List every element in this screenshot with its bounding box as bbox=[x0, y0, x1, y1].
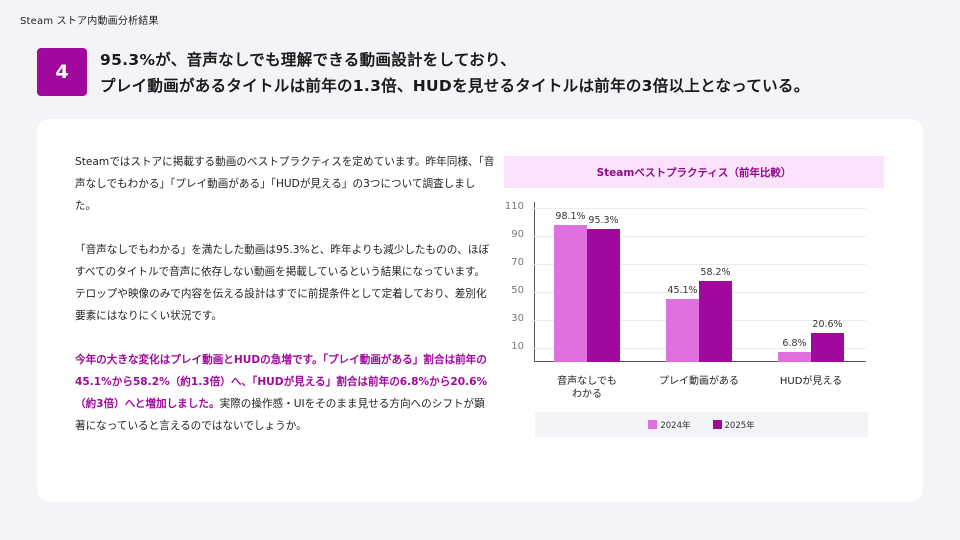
bar-chart-plot: 10 30 50 70 90 110 98.1% 95.3% 45.1% 58.2% 6.8% 20.… bbox=[505, 201, 866, 362]
highlight-text: 今年の大きな変化はプレイ動画とHUDの急増です。「プレイ動画がある」割合は前年の… bbox=[75, 354, 488, 410]
legend-swatch-2024 bbox=[648, 420, 658, 429]
bar-value-label: 6.8% bbox=[782, 338, 807, 350]
paragraph-change-rest: 実際の操作感・UIをそのまま見せる方向へのシフトが顕著になっていると言えるのでは… bbox=[75, 398, 485, 432]
bar-value-label: 45.1% bbox=[667, 284, 698, 296]
gridline bbox=[534, 236, 866, 237]
chart-title: Steamベストプラクティス（前年比較） bbox=[504, 156, 884, 188]
legend-item-2024: 2024年 bbox=[648, 419, 691, 431]
y-tick-label: 90 bbox=[511, 229, 524, 240]
bar-2024年-0 bbox=[554, 224, 587, 362]
headline-line-2: プレイ動画があるタイトルは前年の1.3倍、HUDを見せるタイトルは前年の3倍以上… bbox=[100, 77, 810, 95]
paragraph-intro: Steamではストアに掲載する動画のベストプラクティスを定めています。昨年同様、… bbox=[75, 156, 495, 212]
gridline bbox=[534, 264, 866, 265]
paragraph-audio: 「音声なしでもわかる」を満たした動画は95.3%と、昨年よりも減少したものの、ほ… bbox=[75, 244, 490, 322]
bar-2024年-2 bbox=[778, 352, 811, 362]
y-tick-label: 50 bbox=[511, 285, 524, 296]
legend-swatch-2025 bbox=[712, 420, 722, 429]
y-tick-label: 110 bbox=[504, 201, 524, 212]
bar-value-label: 95.3% bbox=[588, 214, 619, 226]
legend-label-2024: 2024年 bbox=[660, 420, 691, 431]
y-tick-label: 70 bbox=[511, 257, 524, 268]
bar-2024年-1 bbox=[666, 298, 699, 362]
chart-legend: 2024年 2025年 bbox=[535, 412, 868, 437]
x-category-label: プレイ動画がある bbox=[659, 376, 739, 387]
page-title: 95.3%が、音声なしでも理解できる動画設計をしており、 プレイ動画があるタイト… bbox=[100, 47, 810, 99]
body-text: Steamではストアに掲載する動画のベストプラクティスを定めています。昨年同様、… bbox=[75, 151, 495, 459]
bar-2025年-0 bbox=[587, 228, 620, 362]
content-card: Steamではストアに掲載する動画のベストプラクティスを定めています。昨年同様、… bbox=[37, 119, 923, 502]
gridline bbox=[534, 208, 866, 209]
bar-value-label: 58.2% bbox=[700, 266, 731, 278]
bar-2025年-1 bbox=[699, 280, 732, 362]
bar-value-label: 98.1% bbox=[555, 210, 586, 222]
y-axis bbox=[534, 202, 535, 362]
breadcrumb: Steam ストア内動画分析結果 bbox=[20, 16, 159, 27]
x-category-label: HUDが見える bbox=[779, 376, 843, 387]
bar-2025年-2 bbox=[811, 333, 844, 362]
x-category-label: 音声なしでも わかる bbox=[557, 376, 617, 400]
paragraph-change: 今年の大きな変化はプレイ動画とHUDの急増です。「プレイ動画がある」割合は前年の… bbox=[75, 349, 495, 437]
headline-line-1: 95.3%が、音声なしでも理解できる動画設計をしており、 bbox=[100, 51, 517, 69]
section-number-badge: 4 bbox=[37, 48, 87, 96]
legend-label-2025: 2025年 bbox=[724, 420, 755, 431]
y-tick-label: 30 bbox=[511, 313, 524, 324]
legend-item-2025: 2025年 bbox=[712, 419, 755, 431]
y-tick-label: 10 bbox=[511, 341, 524, 352]
bar-value-label: 20.6% bbox=[812, 319, 843, 331]
